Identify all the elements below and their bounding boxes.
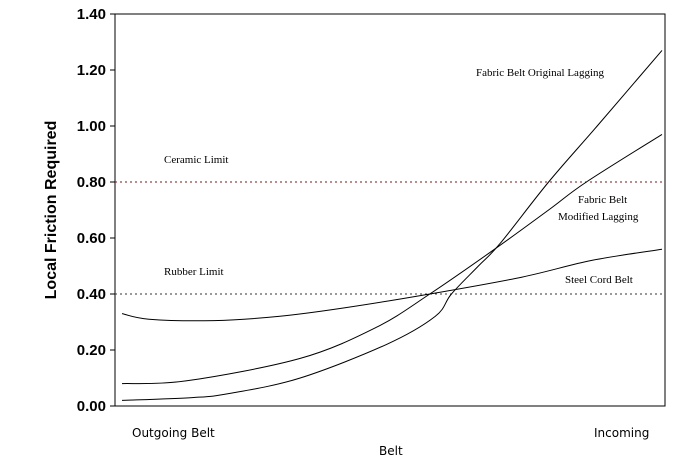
- y-axis-label: Local Friction Required: [43, 121, 60, 300]
- y-tick-label: 0.40: [77, 286, 106, 303]
- annotation-original-lagging: Fabric Belt Original Lagging: [476, 67, 604, 79]
- series-line-steel-cord-belt: [121, 248, 663, 322]
- y-tick-label: 0.60: [77, 230, 106, 247]
- y-tick-label: 1.20: [77, 62, 106, 79]
- plot-area: [114, 13, 666, 407]
- annotation-rubber-limit: Rubber Limit: [164, 266, 224, 278]
- y-tick-label: 0.80: [77, 174, 106, 191]
- y-tick-label: 0.20: [77, 342, 106, 359]
- x-axis-label: Belt: [379, 444, 403, 458]
- annotation-steel-cord: Steel Cord Belt: [565, 274, 633, 286]
- series-line-fabric-belt-original-lagging: [121, 50, 663, 401]
- x-tick-incoming: Incoming: [594, 426, 649, 440]
- series-line-fabric-belt-modified-lagging: [121, 133, 663, 385]
- y-tick-label: 1.40: [77, 6, 106, 23]
- annotation-modified-lagging-1: Fabric Belt: [578, 194, 627, 206]
- annotation-modified-lagging-2: Modified Lagging: [558, 211, 639, 223]
- y-tick-label: 0.00: [77, 398, 106, 415]
- annotation-ceramic-limit: Ceramic Limit: [164, 154, 228, 166]
- x-tick-outgoing: Outgoing Belt: [132, 426, 215, 440]
- y-tick-label: 1.00: [77, 118, 106, 135]
